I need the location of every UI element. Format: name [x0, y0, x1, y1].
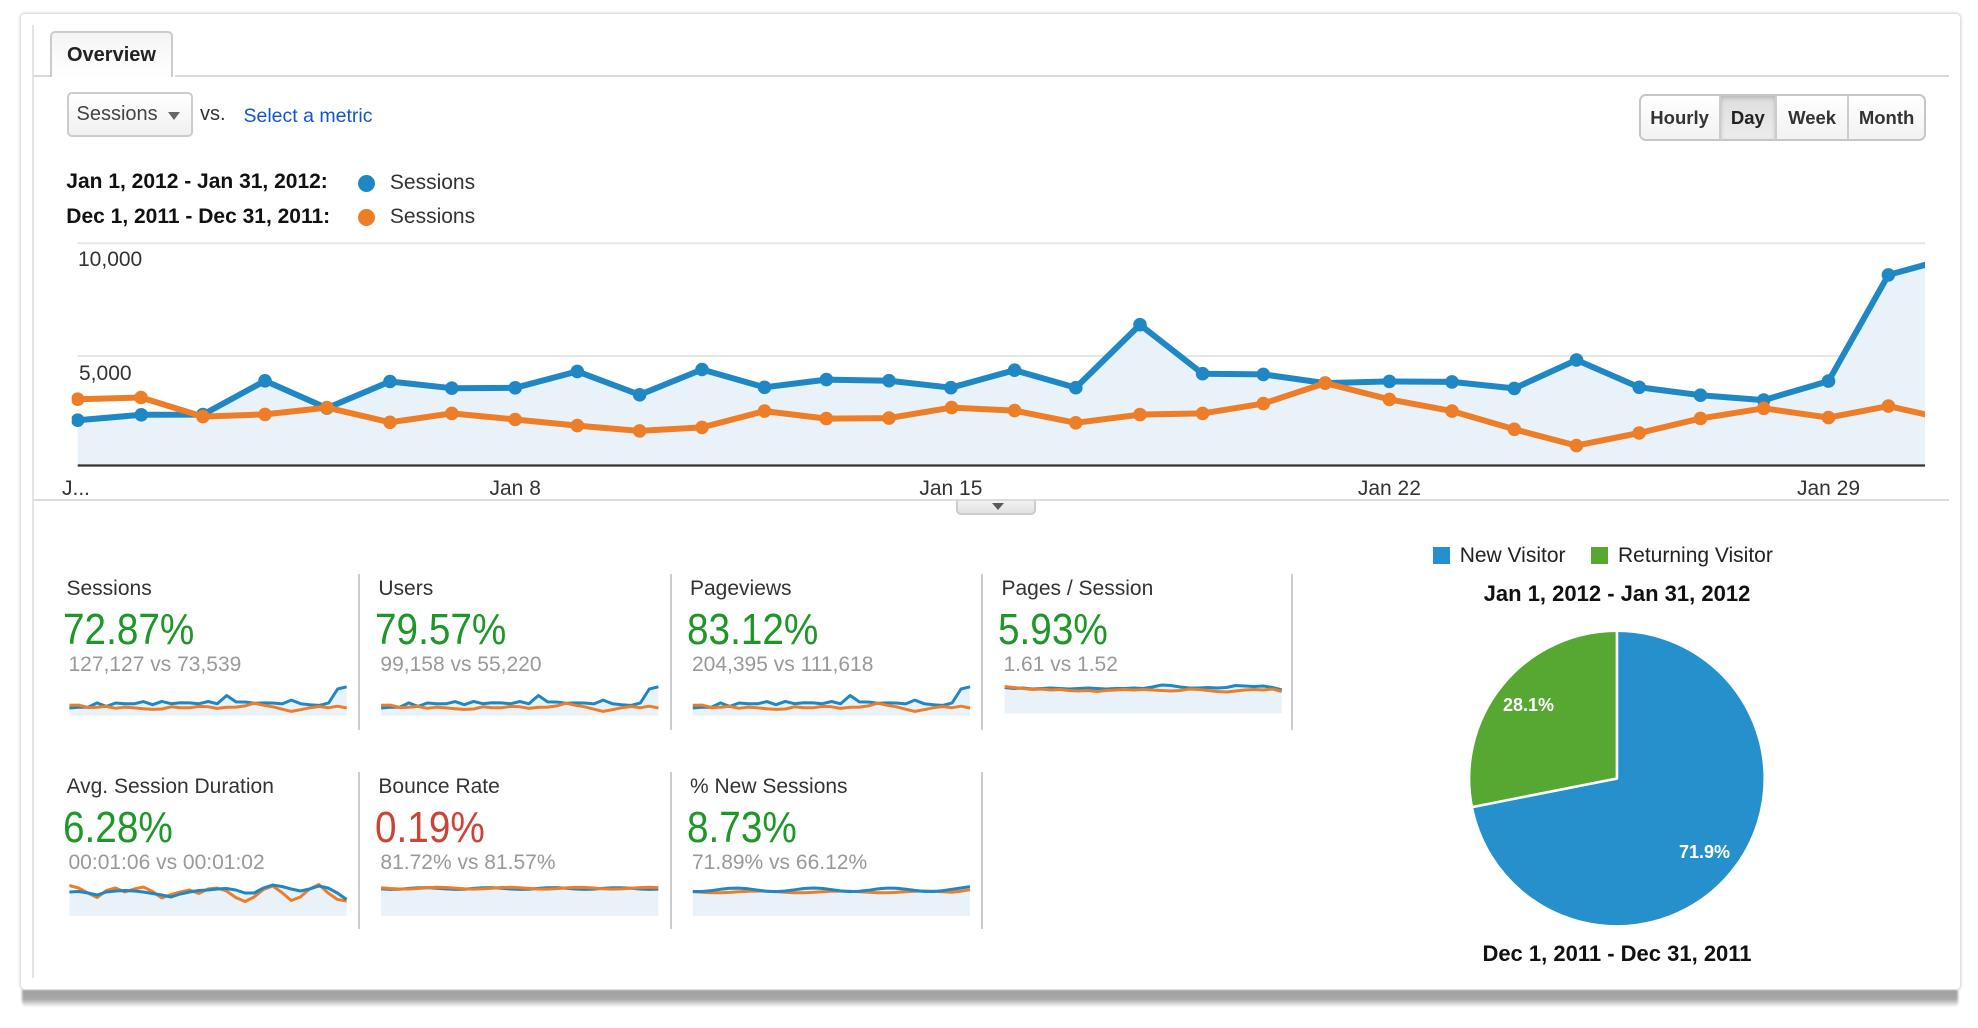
svg-text:J...: J...: [62, 477, 90, 500]
svg-text:10,000: 10,000: [78, 248, 142, 271]
svg-text:Jan 8: Jan 8: [490, 477, 541, 500]
svg-text:Jan 15: Jan 15: [919, 477, 982, 500]
svg-text:28.1%: 28.1%: [1503, 695, 1554, 715]
svg-text:5,000: 5,000: [79, 362, 132, 385]
svg-text:Jan 29: Jan 29: [1797, 477, 1860, 500]
svg-text:71.9%: 71.9%: [1679, 842, 1730, 862]
svg-text:Jan 22: Jan 22: [1358, 477, 1421, 500]
